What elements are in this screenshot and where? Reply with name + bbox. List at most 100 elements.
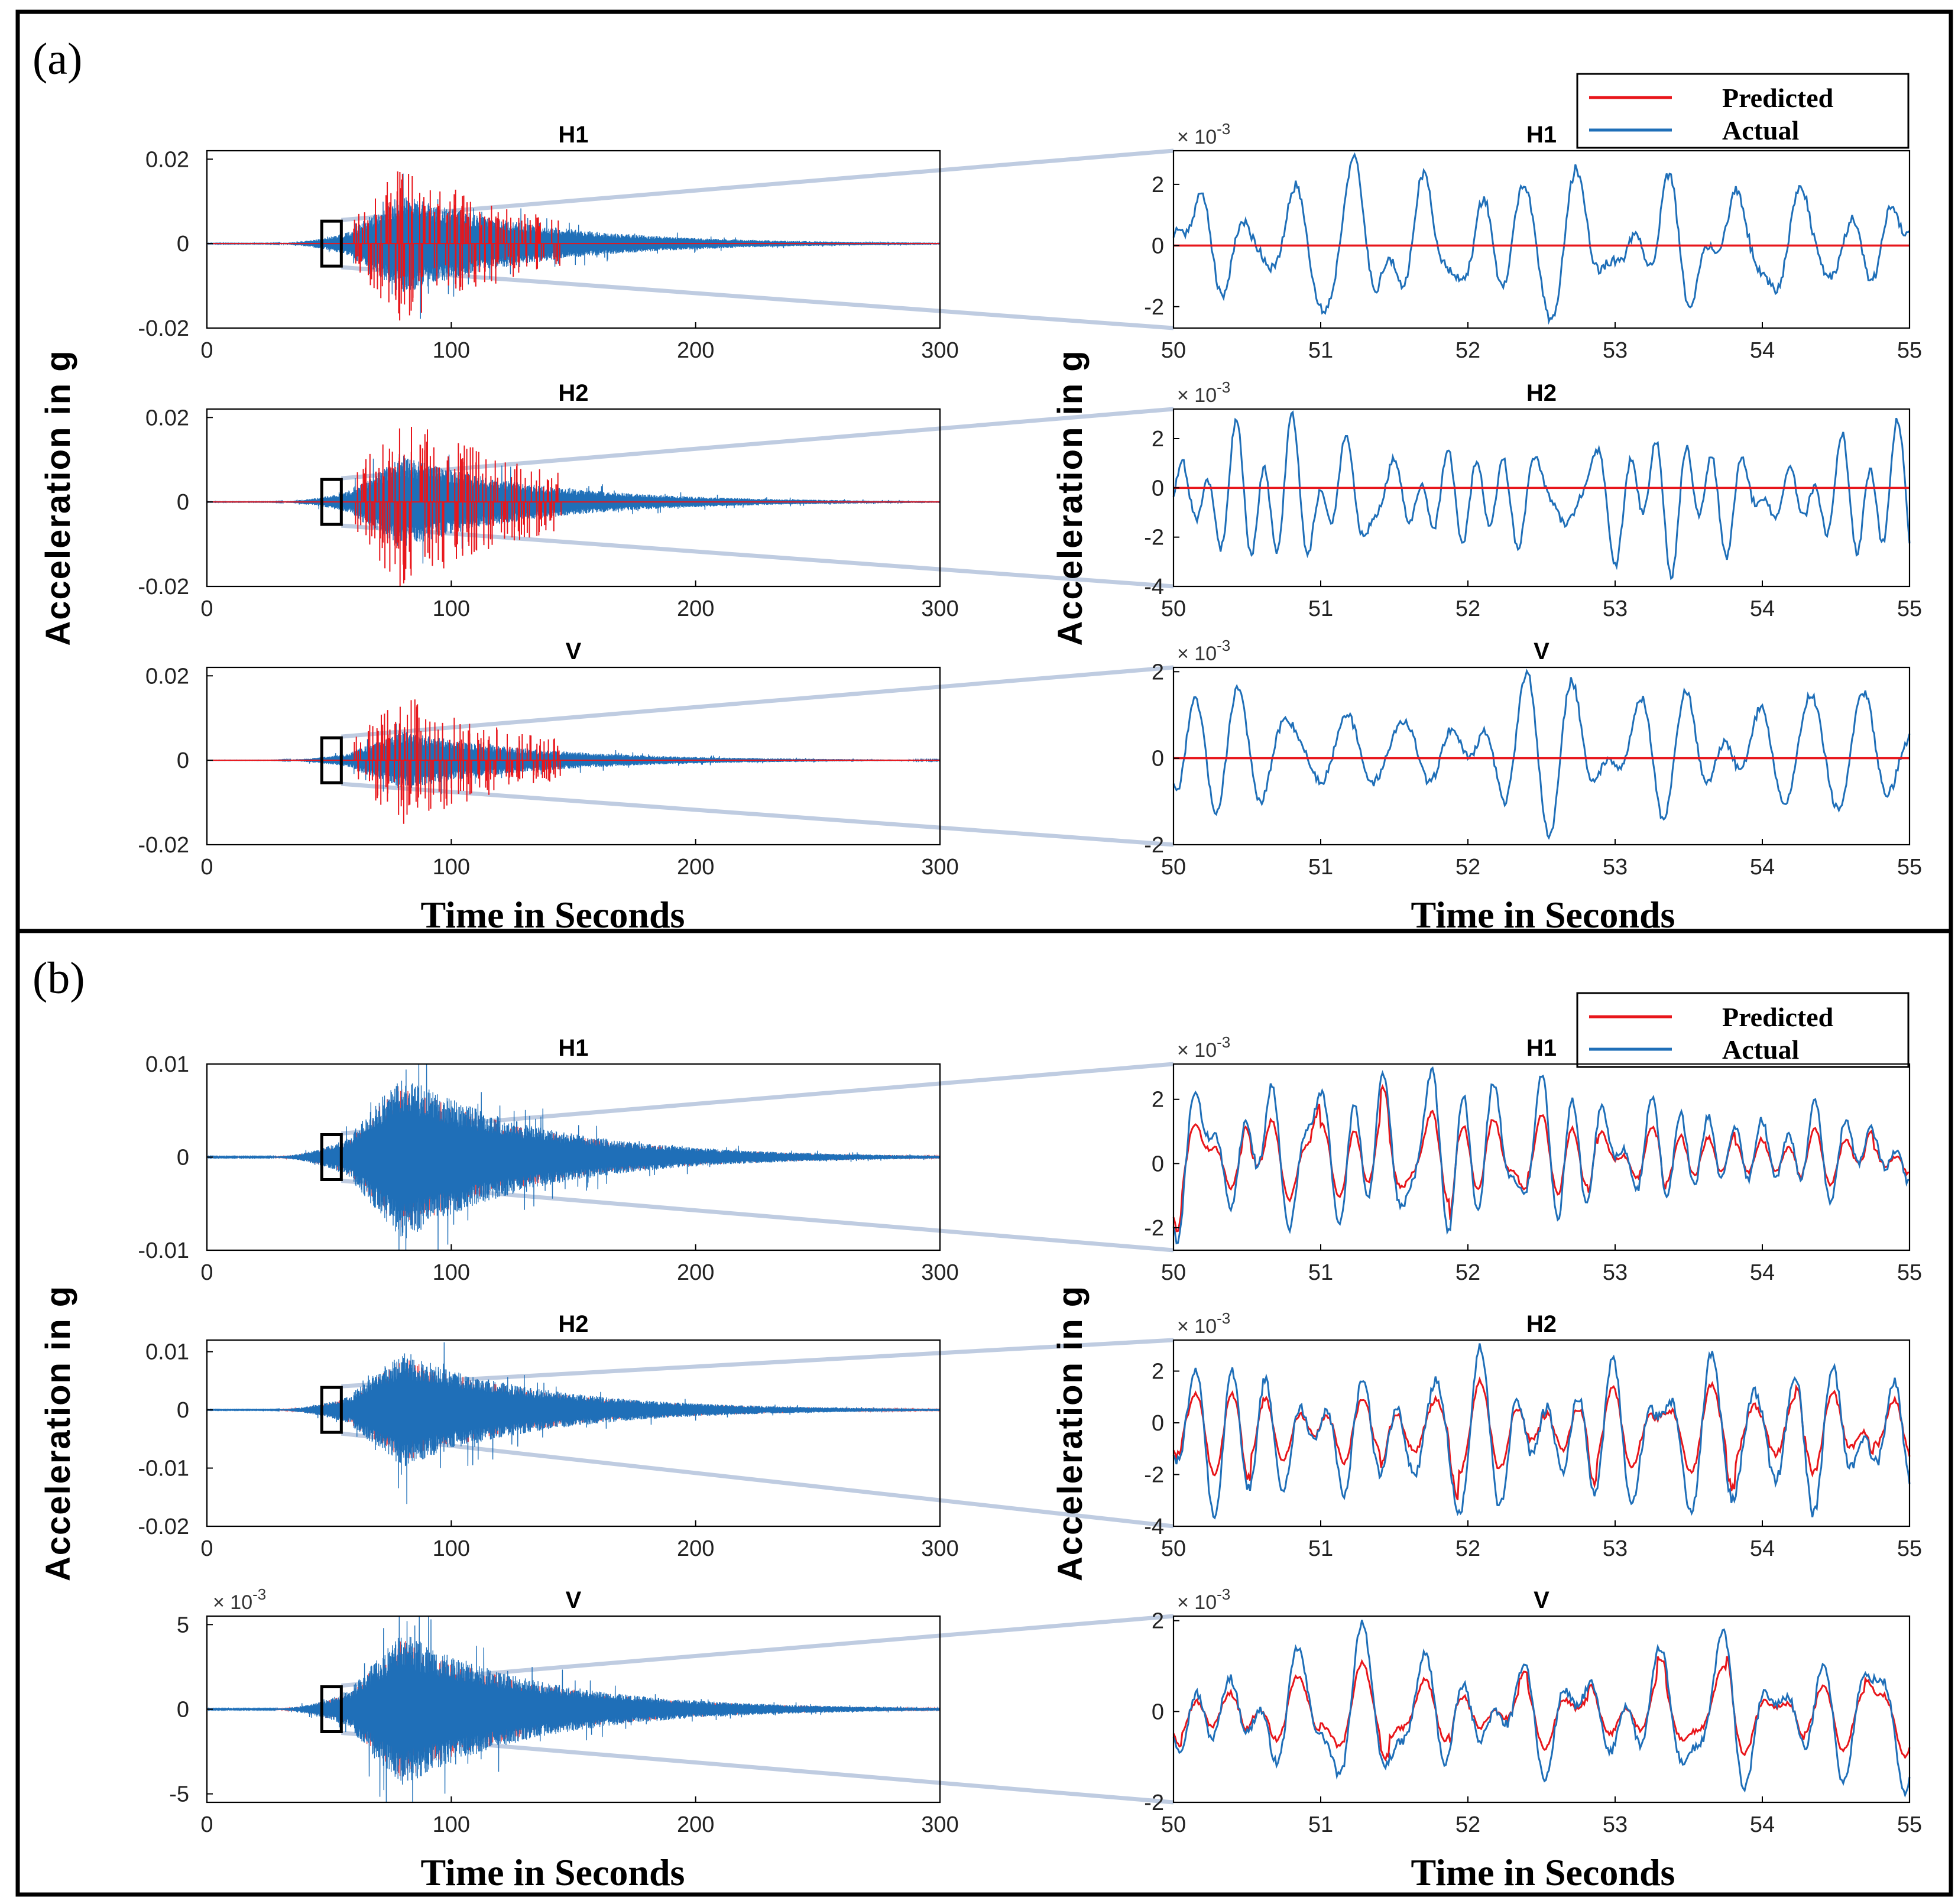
y-tick-label: 0 xyxy=(177,490,189,515)
x-axis-label-left: Time in Seconds xyxy=(421,894,685,936)
actual-series xyxy=(206,1616,941,1803)
x-tick-label: 55 xyxy=(1897,1812,1922,1837)
x-axis-label-left: Time in Seconds xyxy=(421,1851,685,1893)
panel-label: (b) xyxy=(33,953,85,1003)
y-tick-label: 2 xyxy=(1152,173,1164,197)
x-tick-label: 53 xyxy=(1603,855,1628,880)
x-tick-label: 100 xyxy=(433,1536,470,1561)
panel-label: (a) xyxy=(33,34,82,84)
zoom-highlight-box xyxy=(320,1685,343,1733)
y-tick-label: -5 xyxy=(169,1782,189,1807)
x-tick-label: 54 xyxy=(1750,1260,1775,1285)
actual-series xyxy=(206,454,941,564)
subplot-title: H2 xyxy=(1526,1311,1557,1337)
zoom-connector-line xyxy=(341,407,1174,481)
x-tick-label: 53 xyxy=(1603,1812,1628,1837)
y-tick-label: 0.02 xyxy=(145,406,189,430)
actual-series xyxy=(1172,410,1911,580)
zoom-highlight-box xyxy=(320,219,343,268)
x-tick-label: 0 xyxy=(200,1812,213,1837)
x-tick-label: 300 xyxy=(921,596,958,621)
y-tick-label: 0 xyxy=(1152,747,1164,771)
x-tick-label: 52 xyxy=(1455,1812,1480,1837)
overview-plot-h1: H1 0 100 200 300 0.01 0 -0.01 xyxy=(138,1035,958,1285)
y-axis-label-left: Acceleration in g xyxy=(39,1285,77,1581)
y-tick-label: -0.01 xyxy=(138,1457,189,1481)
axis-scale-exponent: -3 xyxy=(1217,1309,1230,1327)
x-tick-label: 100 xyxy=(433,1812,470,1837)
x-tick-label: 300 xyxy=(921,1812,958,1837)
zoom-highlight-box xyxy=(320,736,343,784)
y-tick-label: 0.02 xyxy=(145,147,189,172)
y-tick-label: 0 xyxy=(177,232,189,257)
y-tick-label: 2 xyxy=(1152,1360,1164,1384)
x-tick-label: 54 xyxy=(1750,855,1775,880)
actual-series xyxy=(206,1063,941,1251)
actual-series xyxy=(1172,1343,1911,1520)
x-tick-label: 0 xyxy=(200,596,213,621)
x-tick-label: 54 xyxy=(1750,1536,1775,1561)
axis-scale-exponent: -3 xyxy=(252,1585,266,1603)
x-tick-label: 54 xyxy=(1750,1812,1775,1837)
subplot-title: V xyxy=(566,1587,582,1613)
y-tick-label: 0.01 xyxy=(145,1340,189,1365)
subplot-title: H2 xyxy=(1526,380,1557,406)
x-tick-label: 0 xyxy=(200,1536,213,1561)
zoom-highlight-box xyxy=(320,478,343,526)
subplot-title: H1 xyxy=(558,122,588,148)
axes-frame xyxy=(206,150,941,329)
x-tick-label: 100 xyxy=(433,596,470,621)
actual-series xyxy=(1172,1066,1910,1245)
x-axis-label-right: Time in Seconds xyxy=(1411,894,1675,936)
x-tick-label: 51 xyxy=(1308,596,1333,621)
y-tick-label: -0.02 xyxy=(138,316,189,341)
x-tick-label: 52 xyxy=(1455,1260,1480,1285)
x-tick-label: 100 xyxy=(433,338,470,363)
zoom-connector-line xyxy=(341,1431,1174,1529)
overview-plot-h1: H1 0 100 200 300 0.02 0 -0.02 xyxy=(138,122,958,363)
subplot-title: H1 xyxy=(1526,1035,1557,1061)
x-tick-label: 50 xyxy=(1161,596,1186,621)
x-tick-label: 100 xyxy=(433,1260,470,1285)
x-tick-label: 55 xyxy=(1897,596,1922,621)
zoom-connector-line xyxy=(341,148,1174,222)
zoom-connector-line xyxy=(341,665,1174,739)
predicted-series xyxy=(207,427,940,586)
axes-frame xyxy=(206,666,941,846)
y-tick-label: 0.01 xyxy=(145,1052,189,1077)
overview-plot-h2: H2 0 100 200 300 0.02 0 -0.02 xyxy=(138,380,958,621)
x-tick-label: 200 xyxy=(677,1536,714,1561)
y-tick-label: 0 xyxy=(1152,1152,1164,1176)
x-tick-label: 52 xyxy=(1455,338,1480,363)
legend-predicted-label: Predicted xyxy=(1722,1002,1834,1032)
y-tick-label: -2 xyxy=(1144,1791,1164,1815)
y-tick-label: -2 xyxy=(1144,295,1164,320)
axes-frame xyxy=(206,1339,941,1527)
predicted-series xyxy=(207,171,940,321)
x-tick-label: 300 xyxy=(921,1260,958,1285)
legend-predicted-label: Predicted xyxy=(1722,83,1834,113)
actual-series xyxy=(1172,152,1910,325)
x-tick-label: 300 xyxy=(921,855,958,880)
y-tick-label: 2 xyxy=(1152,1609,1164,1634)
panel-frame xyxy=(15,929,1953,1897)
x-tick-label: 200 xyxy=(677,1260,714,1285)
x-tick-label: 0 xyxy=(200,855,213,880)
subplot-title: H2 xyxy=(558,1311,588,1337)
actual-series xyxy=(206,173,941,319)
x-tick-label: 0 xyxy=(200,338,213,363)
x-tick-label: 51 xyxy=(1308,1812,1333,1837)
x-tick-label: 55 xyxy=(1897,1260,1922,1285)
axis-scale-exponent: -3 xyxy=(1217,378,1230,396)
predicted-series xyxy=(1172,1084,1910,1232)
subplot-title: H1 xyxy=(558,1035,588,1061)
axes-frame xyxy=(1172,1063,1911,1251)
zoom-connector-line xyxy=(341,781,1174,847)
y-tick-label: -0.02 xyxy=(138,1514,189,1539)
axes-frame xyxy=(1172,666,1911,846)
y-tick-label: 0.02 xyxy=(145,664,189,689)
